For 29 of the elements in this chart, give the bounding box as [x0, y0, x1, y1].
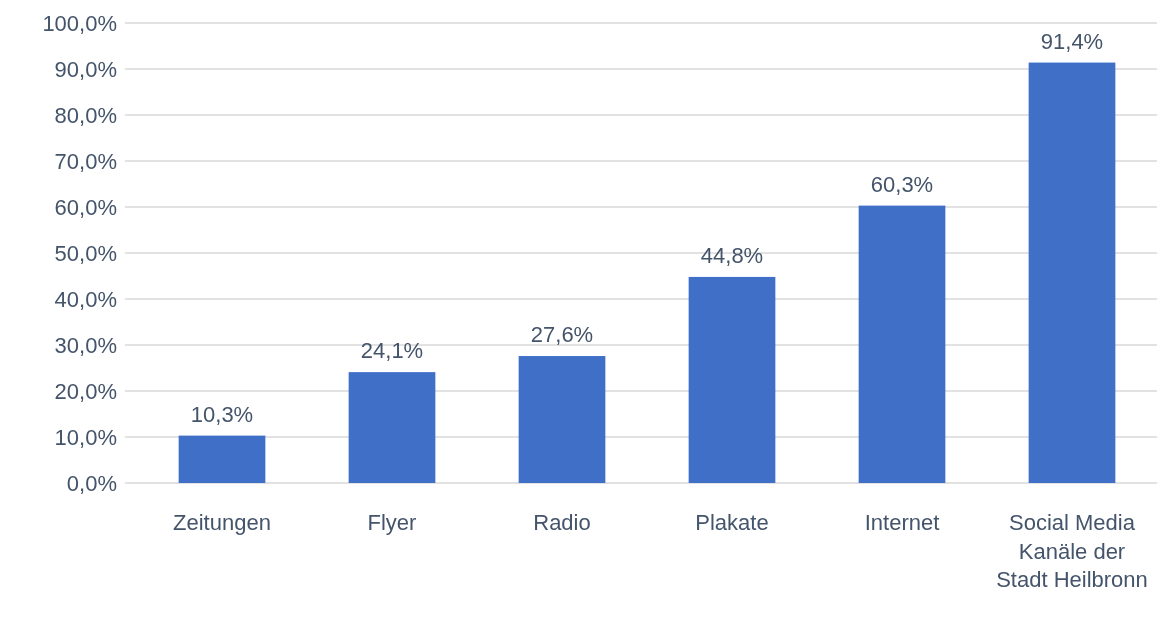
data-label: 44,8% [700, 242, 764, 268]
bar [178, 435, 266, 483]
x-tick-label: Internet [864, 510, 940, 535]
y-tick-label: 10,0% [54, 424, 117, 450]
y-tick-label: 40,0% [54, 286, 117, 312]
x-tick-label: Flyer [367, 510, 417, 535]
data-label: 10,3% [190, 401, 254, 427]
y-tick-label: 100,0% [42, 10, 117, 36]
x-tick-label: Zeitungen [173, 510, 271, 535]
bar [1028, 62, 1116, 483]
bar [518, 356, 606, 483]
x-tick-label: Social Media Kanäle der Stadt Heilbronn [996, 510, 1148, 593]
bar [688, 276, 776, 483]
y-tick-label: 0,0% [66, 470, 117, 496]
data-label: 60,3% [870, 171, 934, 197]
y-tick-label: 80,0% [54, 102, 117, 128]
y-tick-label: 90,0% [54, 56, 117, 82]
x-tick-label: Plakate [695, 510, 769, 535]
bar [858, 205, 946, 483]
data-label: 27,6% [530, 322, 594, 348]
y-tick-label: 30,0% [54, 332, 117, 358]
y-tick-label: 50,0% [54, 240, 117, 266]
x-tick-label: Radio [533, 510, 591, 535]
y-tick-label: 60,0% [54, 194, 117, 220]
y-tick-label: 20,0% [54, 378, 117, 404]
data-label: 24,1% [360, 338, 424, 364]
bar [348, 372, 436, 483]
y-tick-label: 70,0% [54, 148, 117, 174]
data-label: 91,4% [1040, 28, 1104, 54]
